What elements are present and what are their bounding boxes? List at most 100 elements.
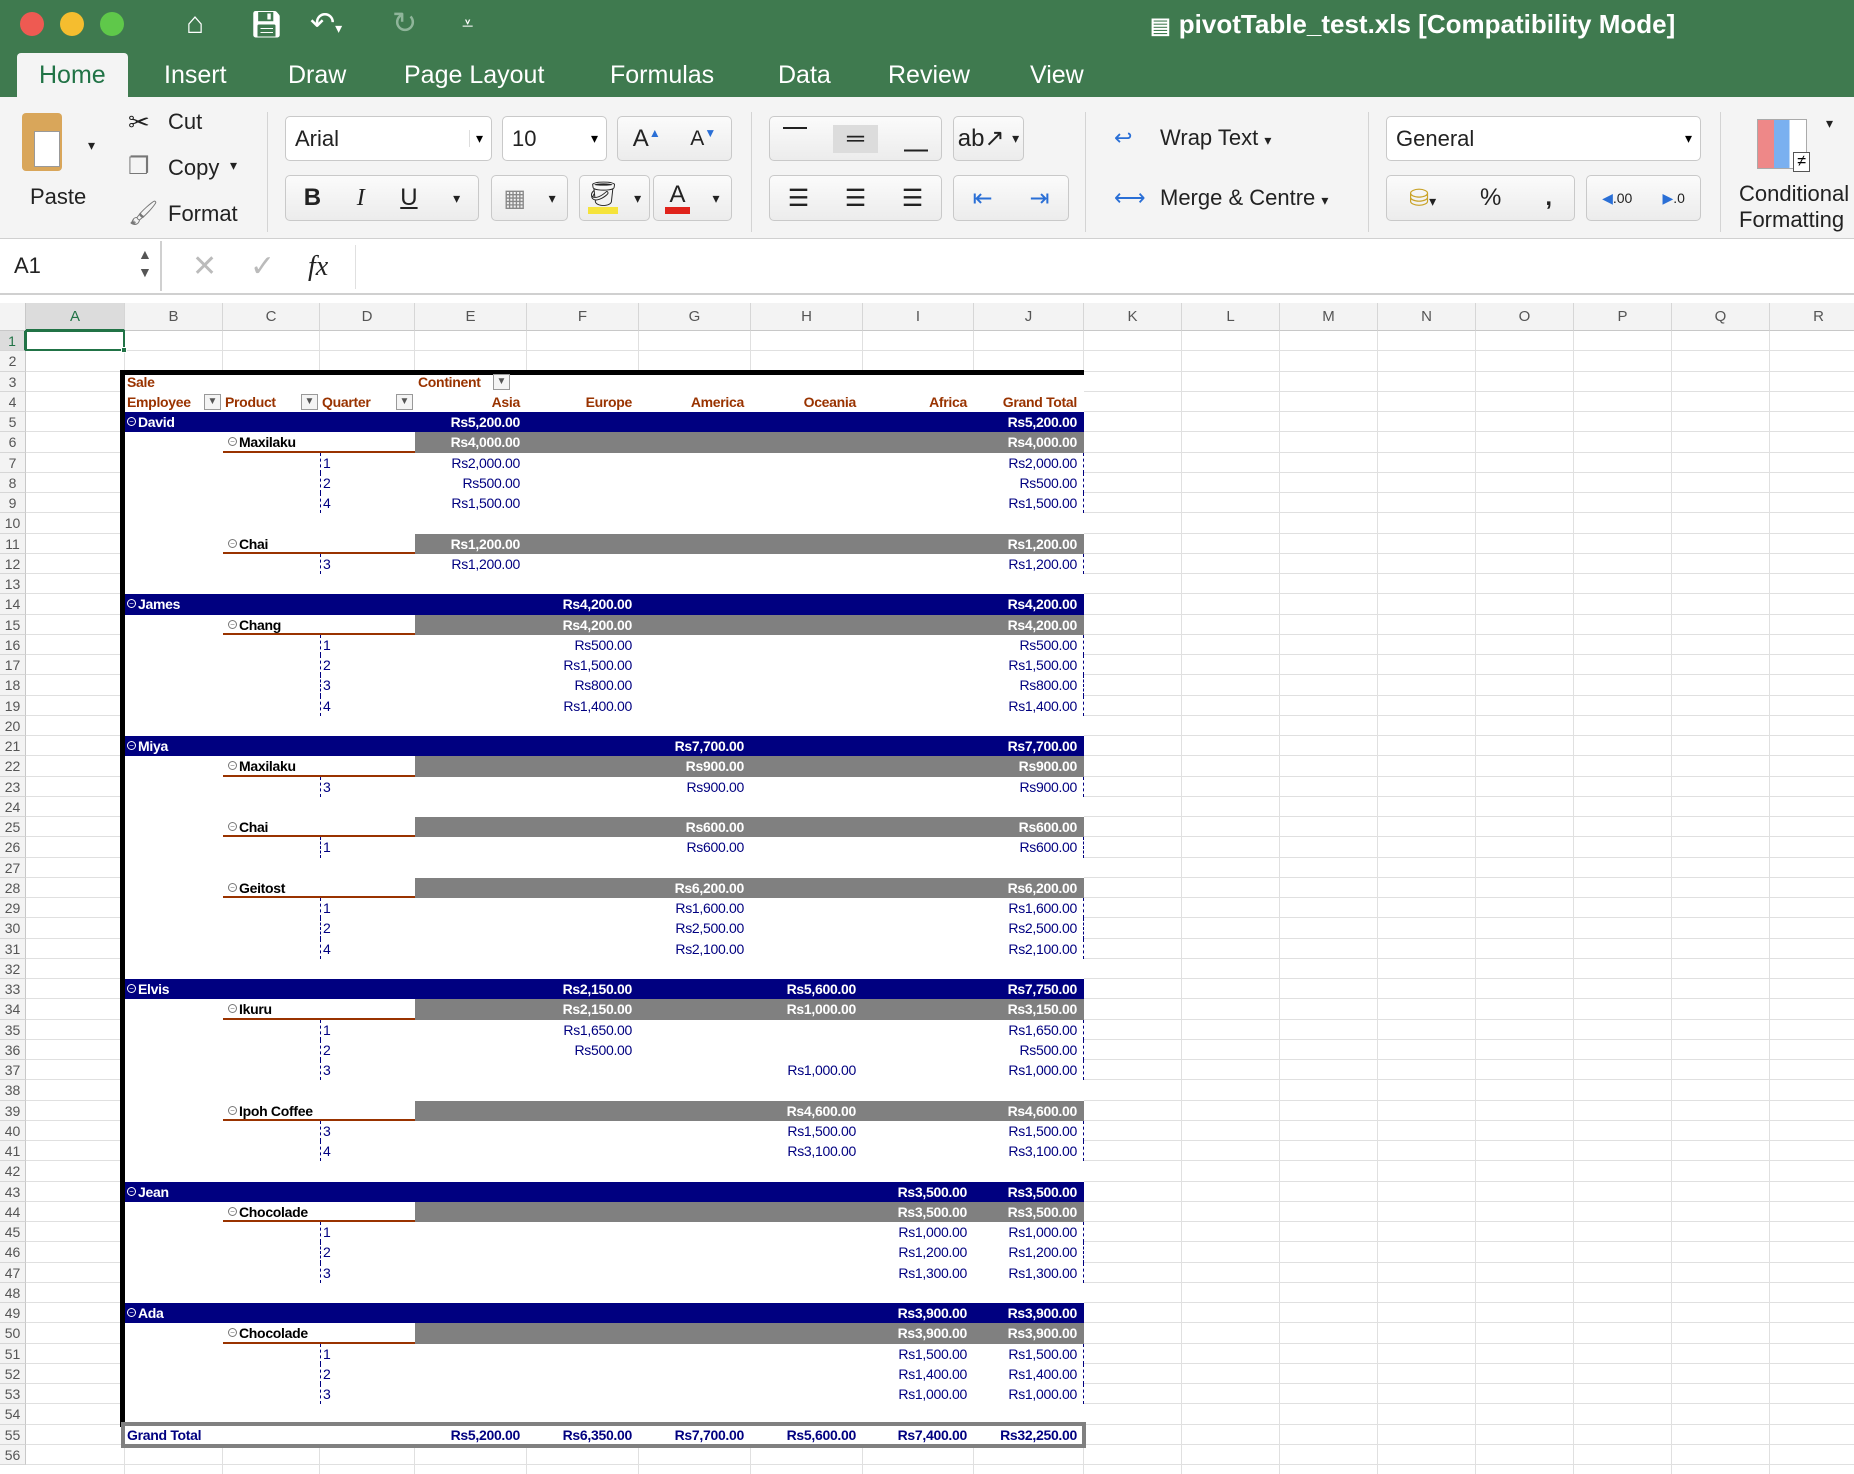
row-header-10[interactable]: 10 [0,513,26,534]
value-cell[interactable]: Rs2,100.00 [675,940,744,957]
row-header-29[interactable]: 29 [0,898,26,919]
row-header-14[interactable]: 14 [0,594,26,615]
value-cell[interactable]: Rs1,200.00 [1008,555,1077,572]
employee-label[interactable]: Ada [138,1305,164,1321]
paste-button[interactable]: Paste [30,184,87,209]
collapse-button[interactable]: − [228,1328,237,1338]
row-header-15[interactable]: 15 [0,614,26,635]
value-cell[interactable]: Rs1,300.00 [898,1264,967,1281]
format-painter-icon[interactable]: 🖌︎ [128,200,159,227]
value-cell[interactable]: Rs6,200.00 [674,879,745,896]
save-icon[interactable]: 💾︎ [250,9,284,39]
value-cell[interactable]: Rs1,000.00 [898,1224,967,1240]
zoom-window-button[interactable] [100,12,124,36]
row-header-37[interactable]: 37 [0,1060,26,1081]
column-header-d[interactable]: D [320,303,415,331]
row-header-23[interactable]: 23 [0,776,26,797]
row-header-16[interactable]: 16 [0,634,26,655]
value-cell[interactable]: Rs2,500.00 [675,920,744,937]
collapse-button[interactable]: − [228,1206,237,1216]
value-cell[interactable]: Rs1,400.00 [1008,697,1077,714]
product-filter-dropdown[interactable]: ▼ [301,393,318,410]
collapse-button[interactable]: − [228,1105,237,1115]
row-header-53[interactable]: 53 [0,1384,26,1405]
select-all-button[interactable] [0,303,26,331]
row-header-8[interactable]: 8 [0,472,26,493]
column-header-b[interactable]: B [125,303,223,331]
value-cell[interactable]: Rs1,600.00 [1008,900,1077,916]
column-header-p[interactable]: P [1574,303,1672,331]
collapse-button[interactable]: − [228,619,237,629]
decrease-indent-icon[interactable]: ⇤ [972,184,993,212]
row-header-24[interactable]: 24 [0,796,26,817]
row-header-47[interactable]: 47 [0,1262,26,1283]
value-cell[interactable]: Rs3,500.00 [897,1183,968,1200]
home-icon[interactable]: ⌂ [186,7,205,40]
column-header-e[interactable]: E [415,303,527,331]
grand-total-value[interactable]: Rs5,200.00 [450,1426,521,1443]
row-header-54[interactable]: 54 [0,1404,26,1425]
row-header-25[interactable]: 25 [0,817,26,838]
conditional-formatting-button[interactable]: Conditional Formatting [1739,181,1850,232]
product-label[interactable]: Chai [239,535,269,552]
fill-handle[interactable] [121,347,127,354]
row-header-34[interactable]: 34 [0,999,26,1020]
value-cell[interactable]: Rs500.00 [574,1041,632,1058]
column-header-g[interactable]: G [639,303,751,331]
quarter-label[interactable]: 2 [323,1041,331,1058]
value-cell[interactable]: Rs1,650.00 [1008,1021,1077,1038]
paste-icon[interactable] [22,113,62,171]
quarter-label[interactable]: 3 [323,1062,331,1078]
row-header-9[interactable]: 9 [0,493,26,514]
value-cell[interactable]: Rs2,500.00 [1008,920,1077,937]
quarter-label[interactable]: 1 [323,900,331,916]
value-cell[interactable]: Rs800.00 [574,677,632,694]
conditional-formatting-icon[interactable]: ≠ [1757,119,1810,172]
quarter-label[interactable]: 2 [323,920,331,937]
value-cell[interactable]: Rs900.00 [685,758,745,775]
value-cell[interactable]: Rs3,150.00 [1007,1001,1078,1018]
row-header-36[interactable]: 36 [0,1039,26,1060]
quarter-label[interactable]: 3 [323,1264,331,1281]
row-header-44[interactable]: 44 [0,1201,26,1222]
row-header-30[interactable]: 30 [0,918,26,939]
value-cell[interactable]: Rs1,500.00 [787,1122,856,1139]
percent-button[interactable]: % [1480,184,1502,211]
font-size-select[interactable]: 10 ▾ [502,116,607,161]
value-cell[interactable]: Rs600.00 [1018,819,1078,835]
collapse-button[interactable]: − [228,761,237,771]
value-cell[interactable]: Rs3,900.00 [897,1325,968,1342]
quarter-label[interactable]: 1 [323,839,331,856]
row-header-5[interactable]: 5 [0,412,26,433]
column-header-h[interactable]: H [751,303,863,331]
cancel-icon[interactable]: ✕ [192,250,218,283]
column-header-f[interactable]: F [527,303,639,331]
value-cell[interactable]: Rs500.00 [1019,474,1077,491]
value-cell[interactable]: Rs7,700.00 [1007,738,1078,754]
value-cell[interactable]: Rs5,600.00 [786,981,857,997]
decrease-font-size-icon[interactable]: A▼ [690,126,717,150]
value-cell[interactable]: Rs3,500.00 [1007,1183,1078,1200]
value-cell[interactable]: Rs1,000.00 [1008,1386,1077,1402]
quarter-label[interactable]: 3 [323,1386,331,1402]
align-center-icon[interactable]: ☰ [844,184,867,212]
value-cell[interactable]: Rs2,000.00 [451,454,520,471]
collapse-button[interactable]: − [127,984,136,993]
collapse-button[interactable]: − [127,741,136,750]
employee-label[interactable]: James [138,596,181,613]
value-cell[interactable]: Rs2,100.00 [1008,940,1077,957]
collapse-button[interactable]: − [127,417,136,426]
row-header-39[interactable]: 39 [0,1100,26,1121]
minimize-window-button[interactable] [60,12,84,36]
value-cell[interactable]: Rs5,200.00 [1007,414,1078,430]
quarter-label[interactable]: 4 [323,1143,331,1159]
chevron-down-icon[interactable]: ▾ [453,189,461,206]
copy-button[interactable]: Copy [168,155,220,180]
collapse-button[interactable]: − [228,1004,237,1014]
row-header-52[interactable]: 52 [0,1363,26,1384]
employee-label[interactable]: Jean [138,1183,169,1200]
column-header-r[interactable]: R [1770,303,1854,331]
close-window-button[interactable] [20,12,44,36]
value-cell[interactable]: Rs1,500.00 [1008,1122,1077,1139]
increase-font-size-icon[interactable]: A▲ [632,124,661,152]
